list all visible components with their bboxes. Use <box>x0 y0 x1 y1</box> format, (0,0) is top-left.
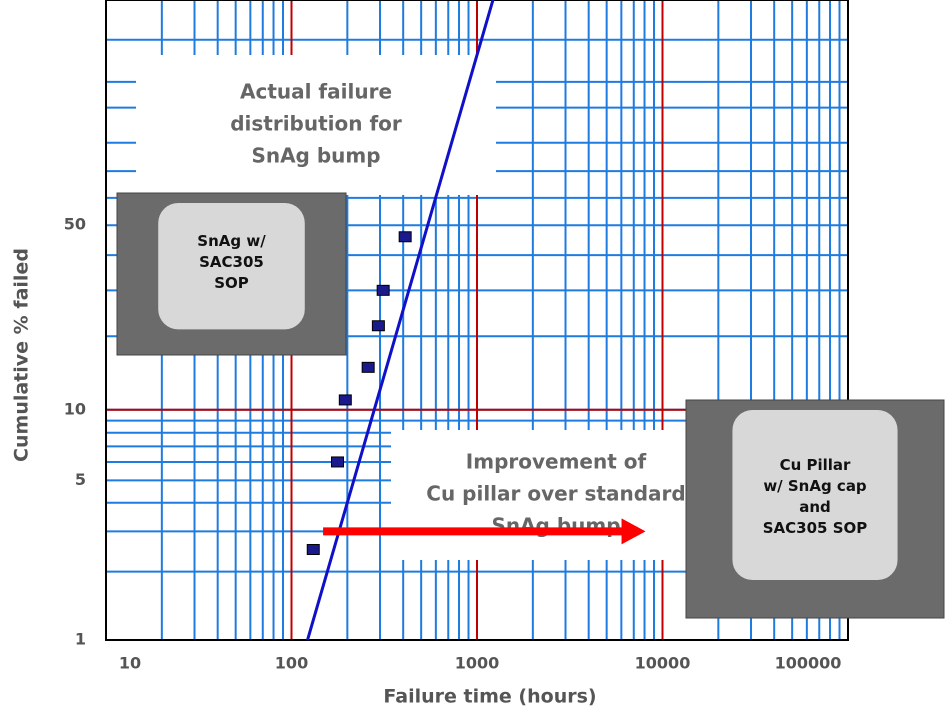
data-point <box>399 232 411 242</box>
inset-label: and <box>799 498 831 516</box>
annotation: SnAg bump <box>251 144 380 168</box>
x-tick-label: 10 <box>119 654 141 673</box>
data-point <box>331 457 343 467</box>
x-tick-label: 100 <box>275 654 308 673</box>
y-tick-label: 50 <box>64 215 86 234</box>
annotation: Cu pillar over standard <box>426 482 685 506</box>
inset-label: SOP <box>214 274 249 292</box>
data-point <box>339 395 351 405</box>
data-point <box>307 544 319 554</box>
inset-label: Cu Pillar <box>780 456 851 474</box>
inset-bump <box>732 410 897 580</box>
inset-label: w/ SnAg cap <box>763 477 867 495</box>
data-point <box>377 285 389 295</box>
inset-label: SAC305 <box>199 253 264 271</box>
y-tick-label: 5 <box>75 470 86 489</box>
data-point <box>362 362 374 372</box>
data-point <box>372 321 384 331</box>
x-tick-label: 10000 <box>635 654 691 673</box>
inset-label: SnAg w/ <box>197 232 266 250</box>
annotation: distribution for <box>230 112 402 136</box>
inset-label: SAC305 SOP <box>763 519 868 537</box>
chart: Failure time (hours) Cumulative % failed… <box>0 0 946 711</box>
x-tick-label: 1000 <box>455 654 500 673</box>
annotation: Improvement of <box>466 450 647 474</box>
y-tick-label: 10 <box>64 399 86 418</box>
y-tick-label: 1 <box>75 630 86 649</box>
y-axis-label: Cumulative % failed <box>11 248 33 462</box>
x-axis-label: Failure time (hours) <box>383 686 596 708</box>
annotation: Actual failure <box>240 80 392 104</box>
x-tick-label: 100000 <box>775 654 842 673</box>
